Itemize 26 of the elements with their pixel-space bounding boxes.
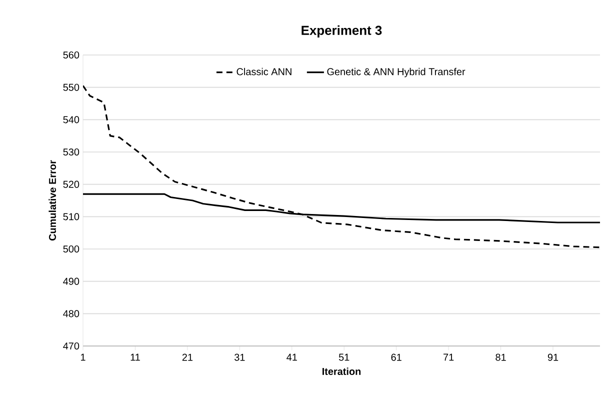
x-tick-label: 91 [548, 354, 558, 361]
x-tick-label: 51 [338, 354, 350, 361]
y-tick-label: 480 [63, 310, 80, 318]
y-axis-title: Cumulative Error [48, 160, 56, 241]
y-tick-label: 500 [63, 245, 80, 253]
x-tick-label: 21 [182, 354, 193, 361]
y-tick-label: 560 [63, 51, 80, 59]
line-series [83, 84, 600, 248]
x-axis-title: Iteration [322, 368, 361, 375]
x-tick-label: 11 [130, 354, 140, 361]
legend-label: Genetic & ANN Hybrid Transfer [327, 68, 466, 78]
x-tick-label: 61 [391, 354, 402, 361]
y-tick-label: 530 [63, 148, 80, 156]
x-tick-label: 41 [286, 354, 297, 361]
legend-label: Classic ANN [236, 68, 292, 76]
chart-title: Experiment 3 [302, 25, 382, 38]
x-tick-label: 1 [80, 354, 86, 361]
x-tick-label: 81 [496, 354, 506, 361]
x-tick-label: 31 [234, 354, 245, 361]
y-tick-label: 490 [63, 278, 80, 285]
y-tick-label: 550 [63, 84, 80, 91]
y-tick-label: 520 [63, 180, 80, 188]
y-tick-label: 510 [63, 213, 80, 220]
y-tick-label: 470 [63, 342, 80, 350]
y-tick-label: 540 [63, 116, 80, 124]
x-tick-label: 71 [444, 354, 454, 361]
